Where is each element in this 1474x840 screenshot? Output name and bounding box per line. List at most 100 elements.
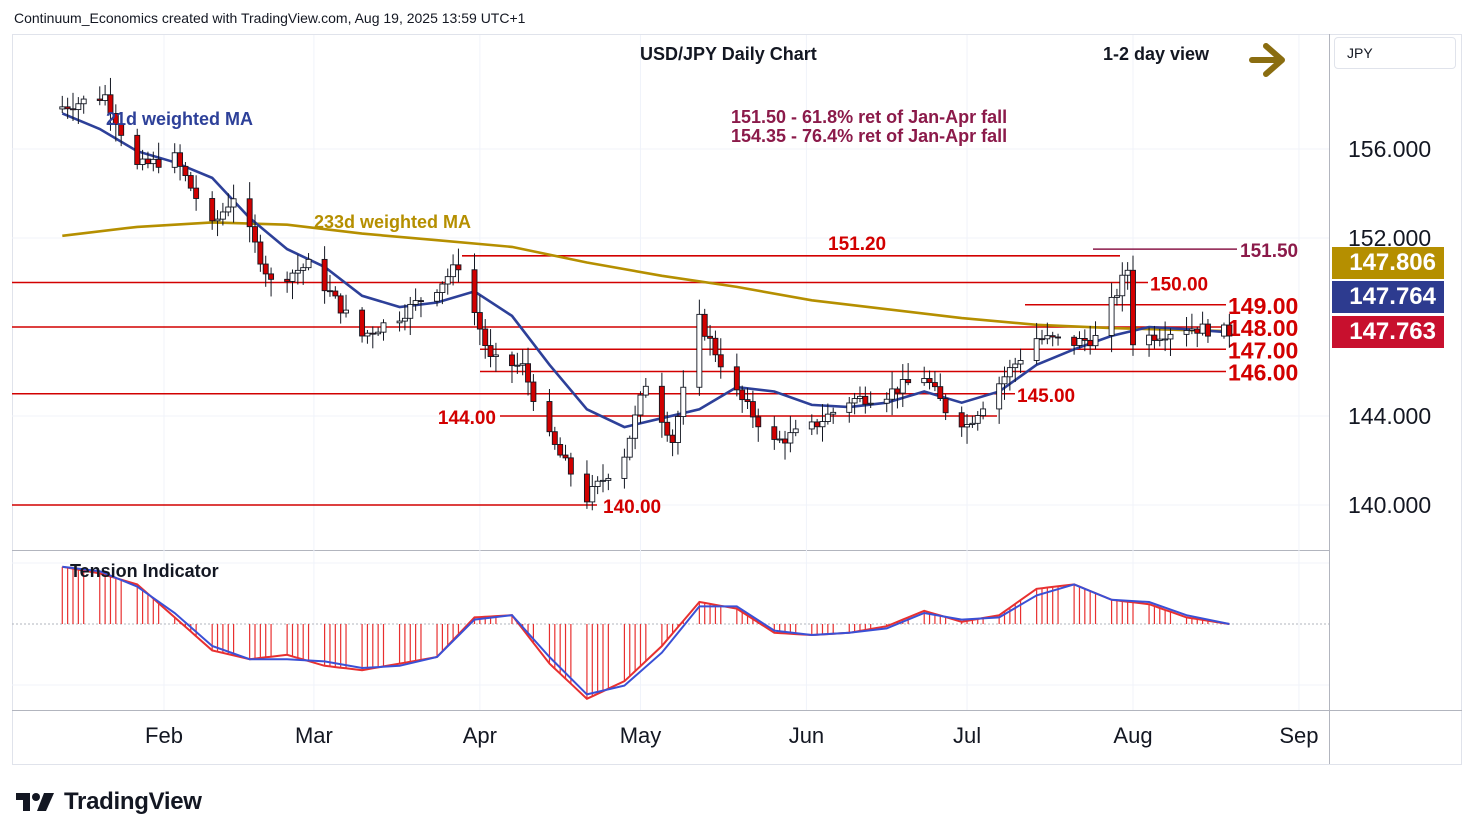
level-label: 144.00 bbox=[438, 408, 496, 429]
candle bbox=[1049, 331, 1056, 347]
y-tick-label: 144.000 bbox=[1348, 403, 1431, 429]
candle bbox=[712, 330, 719, 363]
candle bbox=[1076, 331, 1083, 349]
candle bbox=[396, 311, 403, 332]
candle bbox=[824, 403, 831, 425]
candle bbox=[921, 366, 928, 386]
candle bbox=[1039, 329, 1045, 345]
candle bbox=[80, 95, 87, 114]
candle bbox=[1006, 359, 1013, 391]
candle bbox=[1017, 348, 1024, 373]
tension-indicator-label: Tension Indicator bbox=[70, 561, 219, 581]
candle bbox=[980, 401, 987, 420]
view-label: 1-2 day view bbox=[1103, 44, 1210, 64]
candle bbox=[830, 407, 837, 424]
candle bbox=[59, 95, 66, 113]
candle bbox=[974, 411, 981, 431]
candle bbox=[407, 296, 414, 336]
candle bbox=[514, 352, 521, 374]
candle bbox=[600, 464, 606, 493]
candle bbox=[177, 144, 184, 181]
fib-annotation-1: 151.50 - 61.8% ret of Jan-Apr fall bbox=[731, 107, 1007, 127]
candle bbox=[658, 372, 665, 438]
candle bbox=[1124, 262, 1131, 290]
candle bbox=[444, 268, 451, 295]
candle bbox=[418, 297, 424, 318]
candle bbox=[889, 371, 896, 416]
candlestick-series bbox=[59, 77, 1233, 511]
y-tick-label: 140.000 bbox=[1348, 492, 1431, 518]
candle bbox=[134, 128, 141, 170]
x-tick-label: Feb bbox=[145, 723, 183, 748]
candle bbox=[996, 376, 1003, 424]
candle bbox=[808, 414, 815, 436]
x-tick-label: May bbox=[620, 723, 662, 748]
candle bbox=[546, 389, 553, 437]
candle bbox=[476, 295, 483, 346]
candle bbox=[749, 390, 756, 428]
candle bbox=[1183, 316, 1190, 347]
candle bbox=[492, 342, 499, 372]
candle bbox=[1108, 282, 1115, 353]
candle bbox=[1113, 288, 1120, 306]
candle bbox=[471, 253, 478, 326]
brand[interactable]: TradingView bbox=[16, 788, 202, 816]
candle bbox=[583, 460, 590, 509]
candle bbox=[182, 162, 189, 182]
candle bbox=[969, 415, 976, 428]
chart-outer-frame bbox=[12, 34, 1462, 765]
ma21-label: 21d weighted MA bbox=[106, 109, 253, 129]
candle bbox=[482, 319, 489, 359]
candle bbox=[1199, 311, 1206, 336]
candle bbox=[1071, 335, 1078, 355]
candle bbox=[1194, 326, 1201, 348]
tension-signal-line bbox=[62, 565, 1230, 696]
candle bbox=[1012, 357, 1019, 383]
candle bbox=[926, 370, 933, 390]
candle bbox=[155, 142, 162, 174]
fib-annotation-2: 154.35 - 76.4% ret of Jan-Apr fall bbox=[731, 126, 1007, 146]
candle bbox=[642, 378, 649, 398]
x-tick-label: Mar bbox=[295, 723, 333, 748]
candle bbox=[621, 448, 628, 489]
candle bbox=[1167, 328, 1174, 356]
candle bbox=[1205, 319, 1211, 343]
candle bbox=[707, 324, 714, 356]
candle bbox=[246, 182, 253, 243]
price-grid bbox=[12, 35, 1329, 710]
candle bbox=[1162, 321, 1169, 352]
candle bbox=[1130, 255, 1136, 356]
candle bbox=[637, 391, 644, 424]
currency-selector[interactable]: JPY bbox=[1334, 37, 1456, 69]
candle bbox=[867, 391, 874, 409]
candle bbox=[1226, 313, 1233, 348]
candle bbox=[1087, 325, 1094, 355]
candle bbox=[605, 473, 612, 491]
candle bbox=[262, 255, 269, 287]
candle bbox=[455, 248, 462, 283]
candle bbox=[551, 426, 558, 450]
candle bbox=[701, 308, 708, 341]
candle bbox=[375, 327, 382, 337]
candle bbox=[1221, 322, 1227, 339]
candle bbox=[412, 288, 419, 311]
candle bbox=[118, 115, 125, 147]
candle bbox=[225, 193, 232, 217]
candle bbox=[744, 387, 751, 409]
candle bbox=[562, 444, 569, 461]
price-badge-ma233: 147.806 bbox=[1332, 247, 1444, 279]
chart-title: USD/JPY Daily Chart bbox=[640, 44, 817, 64]
brand-name: TradingView bbox=[64, 788, 202, 815]
candle bbox=[1081, 329, 1088, 352]
candle bbox=[1151, 325, 1158, 349]
candle bbox=[401, 304, 408, 331]
candle bbox=[942, 394, 949, 421]
candle bbox=[931, 371, 938, 392]
candle bbox=[674, 410, 681, 455]
candle bbox=[530, 374, 537, 412]
level-label: 150.00 bbox=[1150, 275, 1208, 296]
candle bbox=[294, 254, 301, 285]
candle bbox=[626, 435, 633, 461]
level-label: 145.00 bbox=[1017, 386, 1075, 407]
